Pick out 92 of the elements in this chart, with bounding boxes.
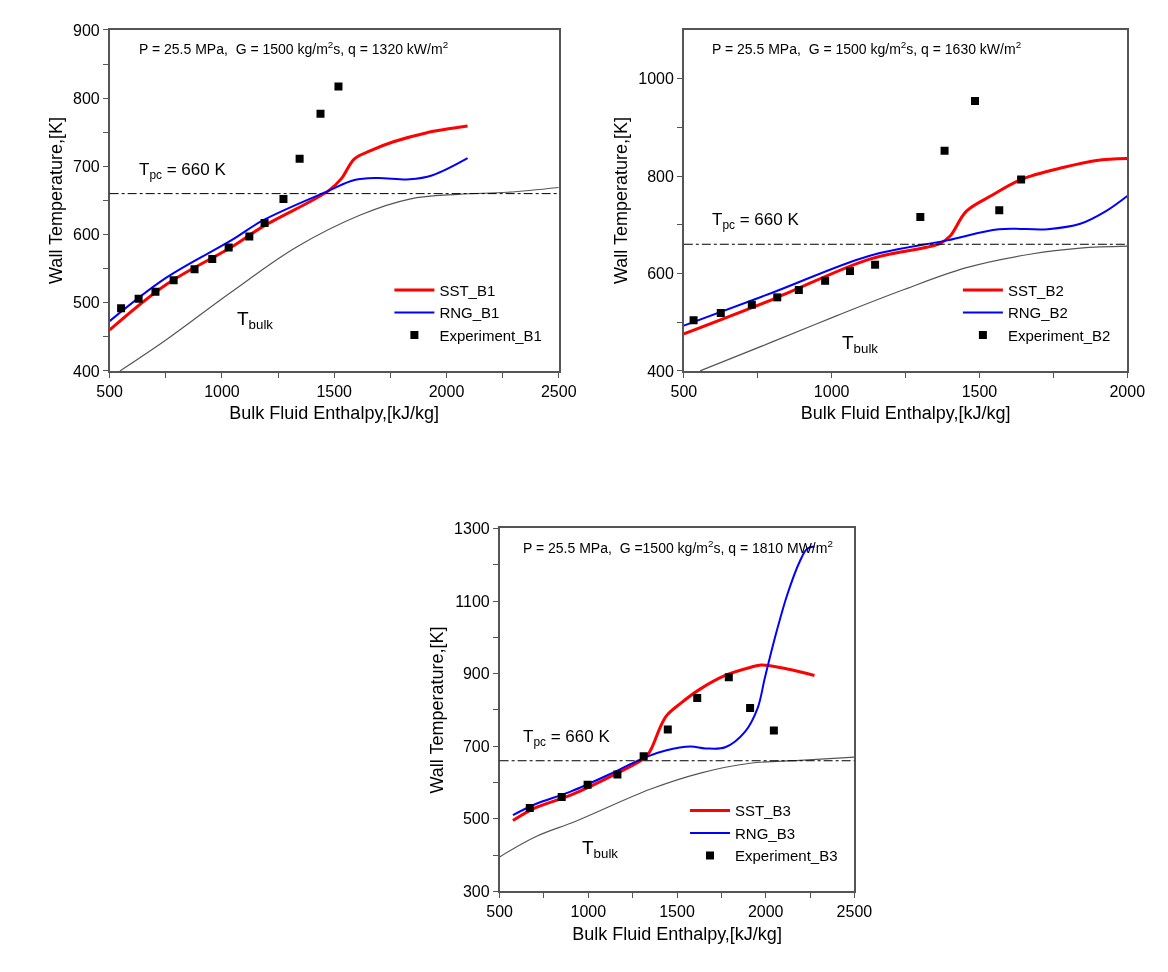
- point: [716, 308, 725, 317]
- point: [995, 206, 1004, 215]
- ref-line-label: T$_{pc}$ = 660 K: [712, 210, 800, 232]
- y-tick-label: 600: [647, 265, 674, 283]
- point: [151, 287, 160, 296]
- y-tick-label: 1100: [455, 592, 490, 610]
- x-tick-label: 500: [96, 382, 124, 400]
- x-tick-label: 1500: [316, 382, 353, 400]
- legend-label: Experiment_B2: [1007, 326, 1111, 344]
- x-tick-label: 2000: [747, 903, 784, 921]
- y-axis-title: Wall Temperature,[K]: [426, 626, 447, 794]
- annotation: P = 25.5 MPa, G = 1500 kg/m$^{2}$s, q = 1320 kW/m$^{2}$: [139, 39, 449, 57]
- point: [971, 97, 980, 106]
- point: [663, 725, 672, 734]
- ref-line-label: T$_{pc}$ = 660 K: [523, 727, 611, 749]
- line-series: [683, 195, 1128, 327]
- legend-label: SST_B3: [735, 802, 791, 820]
- legend-label: RNG_B3: [735, 824, 796, 842]
- annotation: P = 25.5 MPa, G = 1500 kg/m$^{2}$s, q = 1630 kW/m$^{2}$: [712, 39, 1022, 57]
- point: [916, 212, 925, 221]
- point: [724, 673, 733, 682]
- point: [747, 300, 756, 309]
- y-axis-title: Wall Temperature,[K]: [610, 116, 631, 284]
- point: [769, 726, 778, 735]
- y-tick-label: 500: [462, 810, 490, 828]
- legend-label: SST_B2: [1007, 281, 1064, 299]
- y-tick-label: 600: [72, 226, 100, 244]
- point: [279, 195, 288, 204]
- point: [583, 780, 592, 789]
- x-tick-label: 1000: [570, 903, 607, 921]
- point: [689, 316, 698, 325]
- y-tick-label: 300: [462, 882, 490, 900]
- legend-label: RNG_B1: [439, 304, 500, 322]
- point: [821, 276, 830, 285]
- point: [334, 82, 343, 91]
- legend-label: Experiment_B1: [439, 326, 542, 344]
- y-tick-label: 1000: [638, 70, 674, 88]
- point: [295, 154, 304, 163]
- y-tick-label: 800: [647, 167, 674, 185]
- y-tick-label: 400: [647, 362, 674, 380]
- x-tick-label: 1500: [961, 382, 998, 400]
- y-axis-title: Wall Temperature,[K]: [45, 116, 66, 284]
- y-tick-label: 1300: [454, 520, 490, 538]
- series-label: T$_{bulk}$: [842, 332, 879, 356]
- point: [693, 693, 702, 702]
- point: [613, 770, 622, 779]
- point: [208, 255, 217, 264]
- annotation: P = 25.5 MPa, G =1500 kg/m$^{2}$s, q = 1810 MW/m$^{2}$: [523, 538, 833, 556]
- y-tick-label: 700: [72, 157, 100, 175]
- line-series: [511, 663, 816, 823]
- y-tick-label: 700: [462, 737, 490, 755]
- x-tick-label: 500: [670, 382, 698, 400]
- point: [639, 752, 648, 761]
- point: [1017, 175, 1026, 184]
- point: [940, 146, 949, 155]
- legend-label: Experiment_B3: [735, 847, 838, 865]
- point: [316, 109, 325, 118]
- x-tick-label: 2500: [836, 903, 873, 921]
- y-tick-label: 500: [72, 294, 100, 312]
- x-axis-title: Bulk Fluid Enthalpy,[kJ/kg]: [800, 403, 1011, 424]
- x-axis-title: Bulk Fluid Enthalpy,[kJ/kg]: [229, 403, 440, 424]
- x-tick-label: 1000: [204, 382, 240, 400]
- point: [557, 793, 566, 802]
- legend-label: RNG_B2: [1007, 304, 1068, 322]
- point: [871, 260, 880, 269]
- series-label: T$_{bulk}$: [582, 837, 619, 861]
- point: [773, 293, 782, 302]
- x-tick-label: 500: [486, 903, 514, 921]
- point: [134, 294, 143, 303]
- x-tick-label: 2000: [428, 382, 465, 400]
- point: [117, 304, 126, 313]
- x-tick-label: 2500: [540, 382, 577, 400]
- series-label: T$_{bulk}$: [237, 308, 274, 332]
- point: [224, 243, 233, 252]
- point: [794, 286, 803, 295]
- y-tick-label: 900: [72, 21, 100, 39]
- point: [190, 265, 199, 274]
- x-tick-label: 2000: [1109, 382, 1146, 400]
- y-tick-label: 400: [72, 362, 100, 380]
- x-tick-label: 1500: [659, 903, 695, 921]
- y-tick-label: 800: [72, 89, 100, 107]
- point: [845, 267, 854, 276]
- point: [525, 803, 534, 812]
- point: [169, 276, 178, 285]
- point: [245, 232, 254, 241]
- legend-label: SST_B1: [439, 281, 496, 299]
- x-tick-label: 1000: [813, 382, 850, 400]
- ref-line-label: T$_{pc}$ = 660 K: [139, 160, 227, 182]
- point: [260, 218, 269, 227]
- y-tick-label: 900: [462, 665, 490, 683]
- x-axis-title: Bulk Fluid Enthalpy,[kJ/kg]: [572, 923, 782, 944]
- point: [746, 704, 755, 713]
